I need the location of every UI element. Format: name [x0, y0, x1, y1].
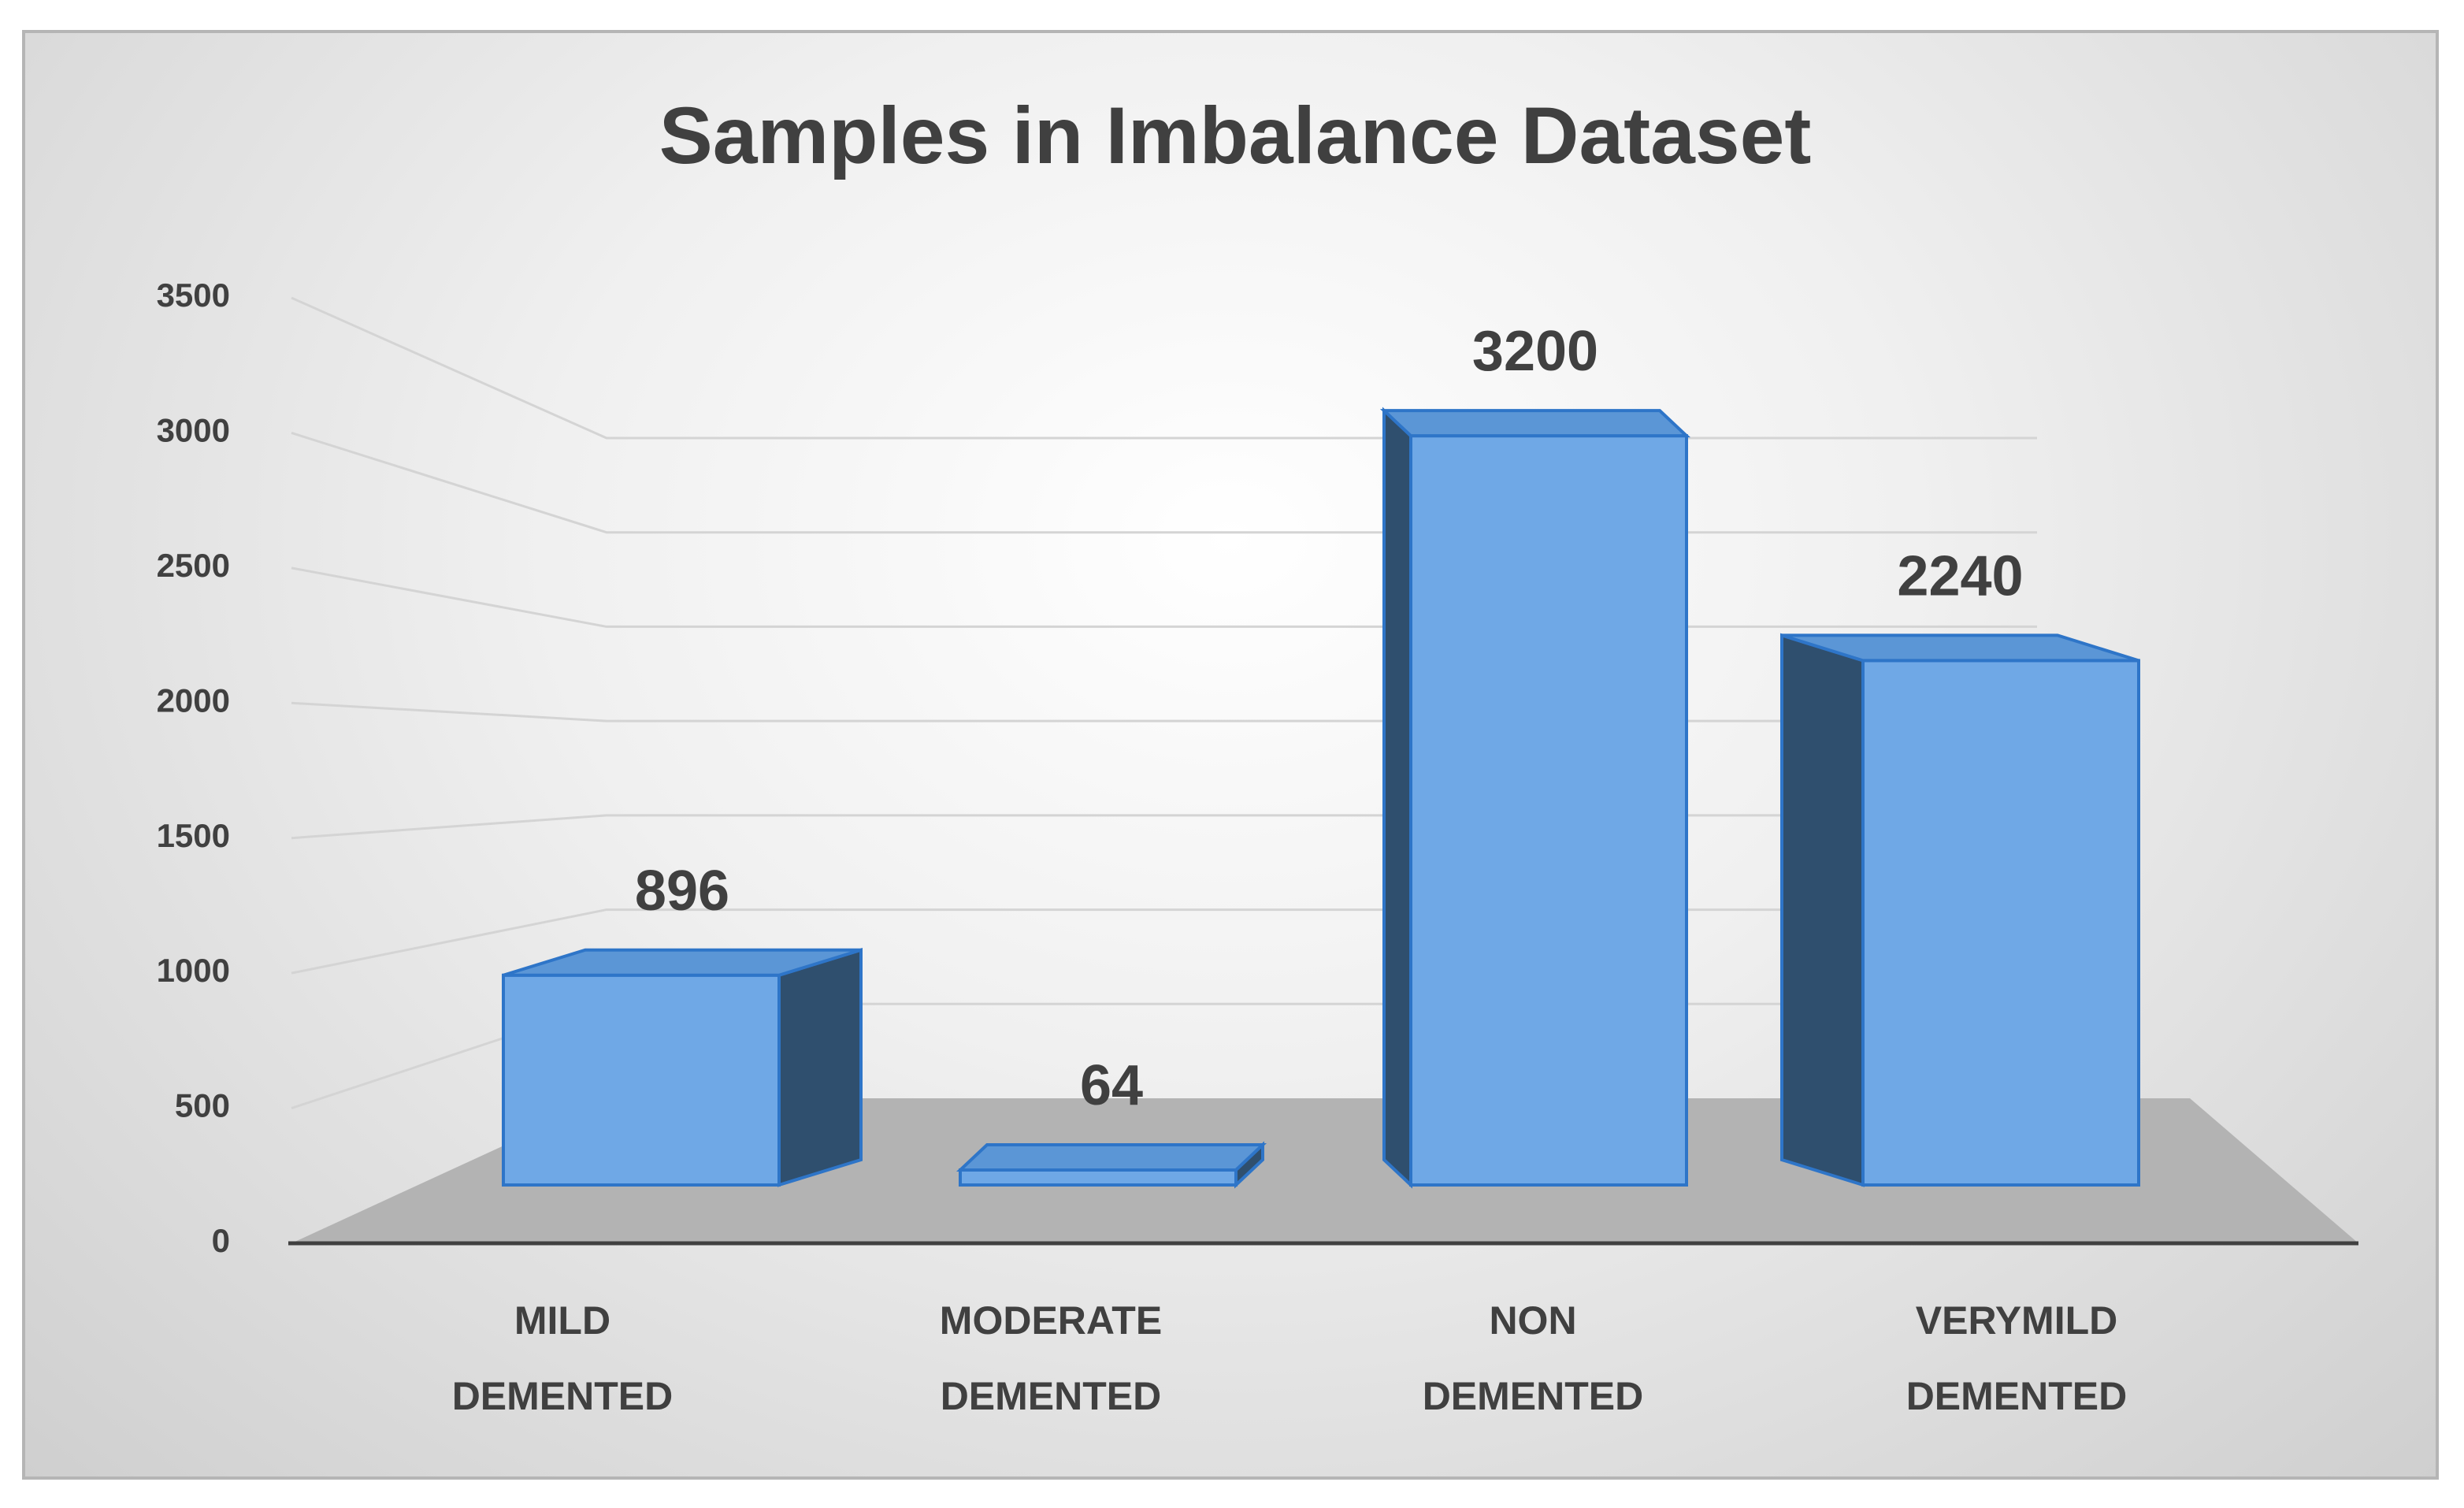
x-tick-label: NON DEMENTED	[1422, 1298, 1644, 1418]
bar-front	[1409, 434, 1688, 1187]
value-label: 3200	[1472, 320, 1598, 383]
y-tick-label: 1500	[157, 817, 230, 854]
bar-front	[1861, 659, 2140, 1187]
bar	[1379, 407, 1691, 1189]
x-tick-label: MILD DEMENTED	[451, 1298, 674, 1418]
grid-line	[291, 296, 2037, 440]
value-label: 64	[1080, 1054, 1143, 1117]
grid-line	[291, 701, 2037, 722]
bar	[502, 948, 863, 1187]
y-tick-label: 500	[175, 1087, 230, 1124]
bar-front	[959, 1168, 1238, 1187]
x-tick-label: VERYMILD DEMENTED	[1906, 1298, 2128, 1418]
bar	[956, 1141, 1267, 1189]
bar-front	[502, 973, 781, 1187]
bar-top	[1781, 633, 2139, 663]
value-label: 2240	[1897, 544, 2023, 607]
grid-line	[291, 814, 2037, 840]
bar	[1780, 633, 2140, 1187]
y-tick-label: 3000	[157, 412, 230, 449]
value-label: 896	[635, 860, 729, 923]
y-tick-label: 3500	[157, 277, 230, 314]
chart-title: Samples in Imbalance Dataset	[659, 91, 1812, 180]
x-tick-label: MODERATE DEMENTED	[939, 1298, 1163, 1418]
bar-side	[1780, 633, 1865, 1187]
y-tick-label: 0	[212, 1222, 230, 1259]
bar-top	[503, 948, 862, 977]
bar-side	[777, 948, 863, 1187]
y-tick-label: 2000	[157, 682, 230, 719]
bar-side	[1382, 407, 1412, 1189]
bar-top	[1379, 409, 1691, 438]
bar-top	[956, 1142, 1267, 1172]
grid-line	[291, 566, 2037, 628]
y-tick-label: 2500	[157, 547, 230, 584]
y-tick-label: 1000	[157, 952, 230, 989]
grid-line	[291, 431, 2037, 534]
